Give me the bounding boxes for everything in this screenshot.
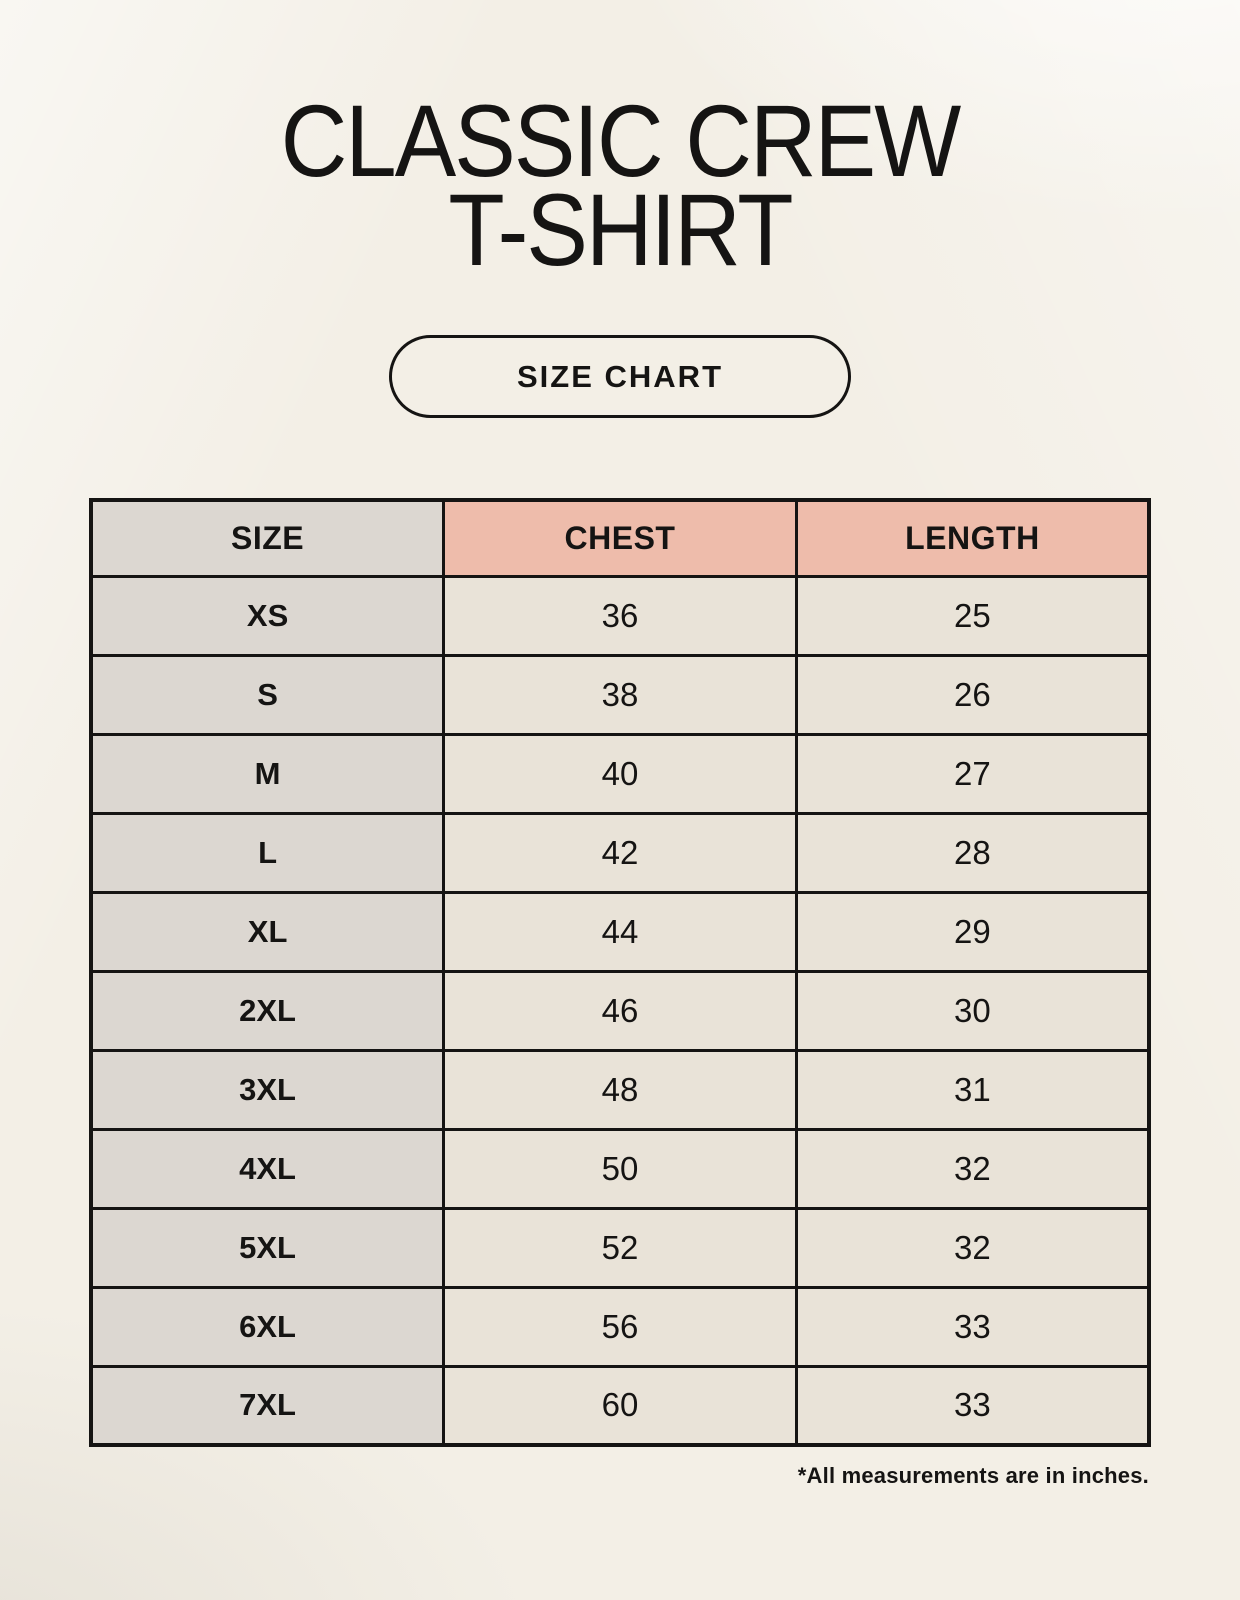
column-header-chest: CHEST xyxy=(442,498,798,578)
size-chart-badge: SIZE CHART xyxy=(389,335,851,419)
size-label-cell: 2XL xyxy=(89,969,446,1052)
length-value-cell: 29 xyxy=(794,890,1151,973)
size-table-body: XS 36 25 S 38 26 M 40 27 L 42 28 XL 44 29 2XL 46 30 3XL 48 3… xyxy=(89,574,1151,1447)
size-label-cell: 5XL xyxy=(89,1206,446,1289)
chest-value-cell: 52 xyxy=(442,1206,798,1289)
size-table-sheet: SIZE CHEST LENGTH XS 36 25 S 38 26 M 40 27 L 42 28 X… xyxy=(89,498,1151,1489)
size-chart-badge-label: SIZE CHART xyxy=(517,358,723,394)
table-row: 3XL 48 31 xyxy=(89,1048,1151,1131)
chest-value-cell: 36 xyxy=(442,574,798,657)
length-value-cell: 31 xyxy=(794,1048,1151,1131)
size-label-cell: M xyxy=(89,732,446,815)
chest-value-cell: 42 xyxy=(442,811,798,894)
table-row: L 42 28 xyxy=(89,811,1151,894)
length-value-cell: 32 xyxy=(794,1206,1151,1289)
length-value-cell: 30 xyxy=(794,969,1151,1052)
table-row: S 38 26 xyxy=(89,653,1151,736)
chest-value-cell: 38 xyxy=(442,653,798,736)
size-label-cell: 3XL xyxy=(89,1048,446,1131)
length-value-cell: 33 xyxy=(794,1364,1151,1447)
length-value-cell: 26 xyxy=(794,653,1151,736)
size-label-cell: 6XL xyxy=(89,1285,446,1368)
size-label-cell: 7XL xyxy=(89,1364,446,1447)
length-value-cell: 28 xyxy=(794,811,1151,894)
size-label-cell: L xyxy=(89,811,446,894)
size-label-cell: XL xyxy=(89,890,446,973)
size-label-cell: 4XL xyxy=(89,1127,446,1210)
table-row: 6XL 56 33 xyxy=(89,1285,1151,1368)
chest-value-cell: 44 xyxy=(442,890,798,973)
table-row: XS 36 25 xyxy=(89,574,1151,657)
size-label-cell: S xyxy=(89,653,446,736)
page-title: CLASSIC CREW T-SHIRT xyxy=(280,84,961,287)
table-row: 7XL 60 33 xyxy=(89,1364,1151,1447)
measurements-footnote: *All measurements are in inches. xyxy=(797,1463,1149,1489)
size-label-cell: XS xyxy=(89,574,446,657)
table-row: 2XL 46 30 xyxy=(89,969,1151,1052)
size-table-header: SIZE CHEST LENGTH xyxy=(89,498,1151,578)
chest-value-cell: 48 xyxy=(442,1048,798,1131)
table-row: M 40 27 xyxy=(89,732,1151,815)
length-value-cell: 27 xyxy=(794,732,1151,815)
chest-value-cell: 60 xyxy=(442,1364,798,1447)
table-row: 5XL 52 32 xyxy=(89,1206,1151,1289)
table-row: XL 44 29 xyxy=(89,890,1151,973)
chest-value-cell: 56 xyxy=(442,1285,798,1368)
size-table: SIZE CHEST LENGTH XS 36 25 S 38 26 M 40 27 L 42 28 X… xyxy=(89,498,1151,1448)
chest-value-cell: 40 xyxy=(442,732,798,815)
length-value-cell: 33 xyxy=(794,1285,1151,1368)
header-row: SIZE CHEST LENGTH xyxy=(89,498,1151,578)
column-header-length: LENGTH xyxy=(794,498,1151,578)
length-value-cell: 25 xyxy=(794,574,1151,657)
chest-value-cell: 46 xyxy=(442,969,798,1052)
column-header-size: SIZE xyxy=(89,498,446,578)
length-value-cell: 32 xyxy=(794,1127,1151,1210)
chest-value-cell: 50 xyxy=(442,1127,798,1210)
table-row: 4XL 50 32 xyxy=(89,1127,1151,1210)
